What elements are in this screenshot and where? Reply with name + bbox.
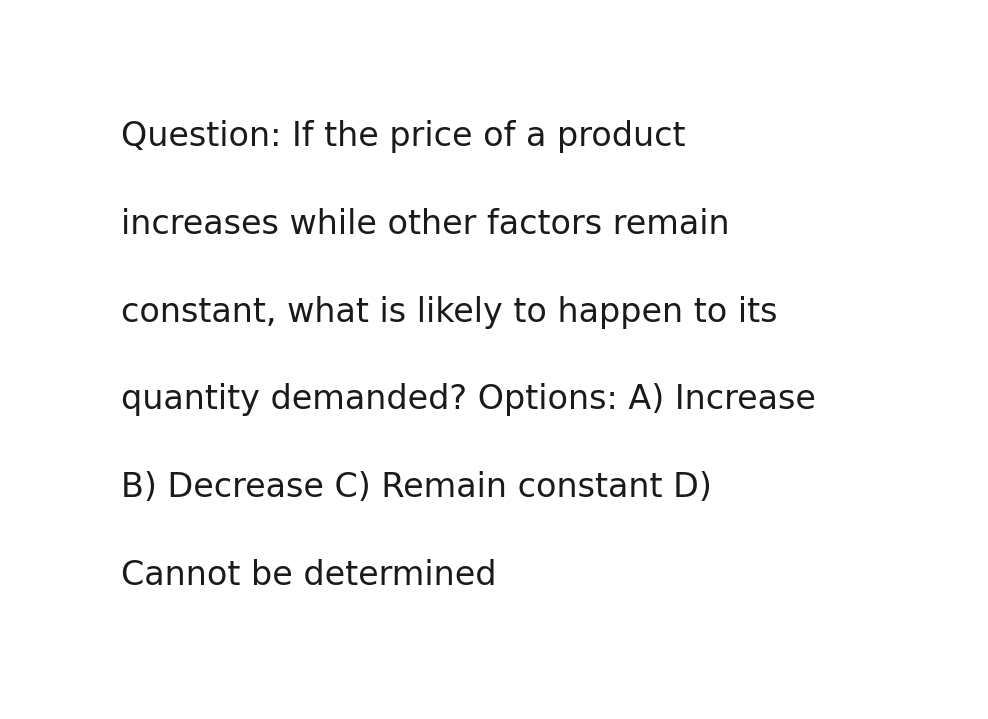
Text: B) Decrease C) Remain constant D): B) Decrease C) Remain constant D) (121, 471, 711, 504)
Text: increases while other factors remain: increases while other factors remain (121, 208, 729, 241)
Text: Cannot be determined: Cannot be determined (121, 559, 496, 592)
Text: quantity demanded? Options: A) Increase: quantity demanded? Options: A) Increase (121, 383, 815, 416)
Text: constant, what is likely to happen to its: constant, what is likely to happen to it… (121, 296, 777, 329)
Text: Question: If the price of a product: Question: If the price of a product (121, 120, 685, 153)
